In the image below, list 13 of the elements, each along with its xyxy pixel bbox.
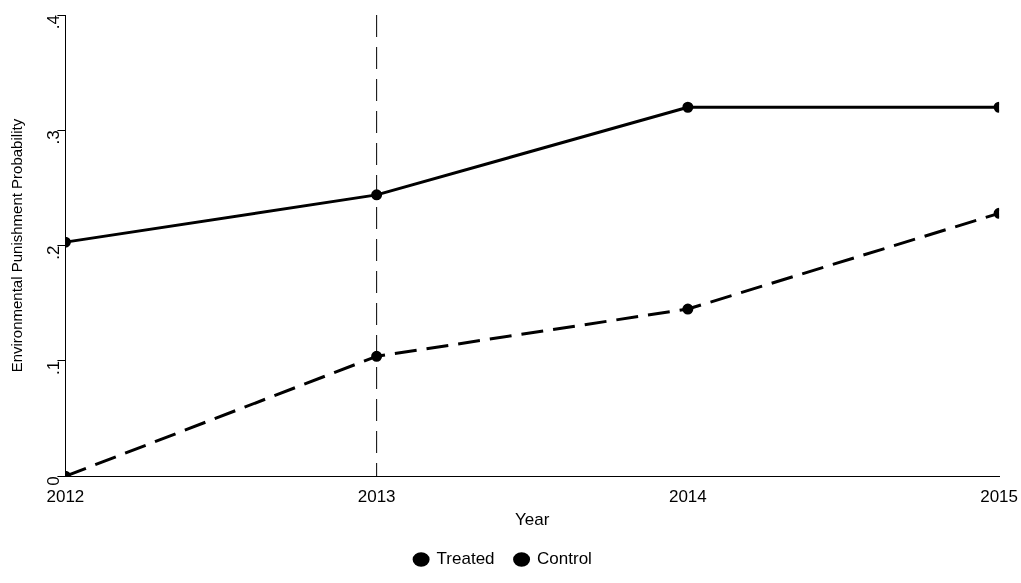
x-tick-label: 2014 — [668, 487, 707, 507]
y-tick-label: 0 — [44, 476, 64, 486]
x-axis-title: Year — [515, 510, 550, 530]
y-tick-label: .2 — [44, 245, 64, 260]
y-axis-title: Environmental Punishment Probability — [8, 118, 26, 373]
y-tick-label: .1 — [44, 360, 64, 376]
legend-label: Control — [537, 549, 592, 569]
x-tick-label: 2013 — [357, 487, 396, 507]
y-tick-label: .3 — [44, 130, 64, 145]
legend-label: Treated — [436, 549, 495, 569]
x-tick-label: 2015 — [980, 487, 1018, 507]
y-tick-label: .4 — [44, 15, 64, 30]
x-tick-label: 2012 — [46, 487, 85, 507]
